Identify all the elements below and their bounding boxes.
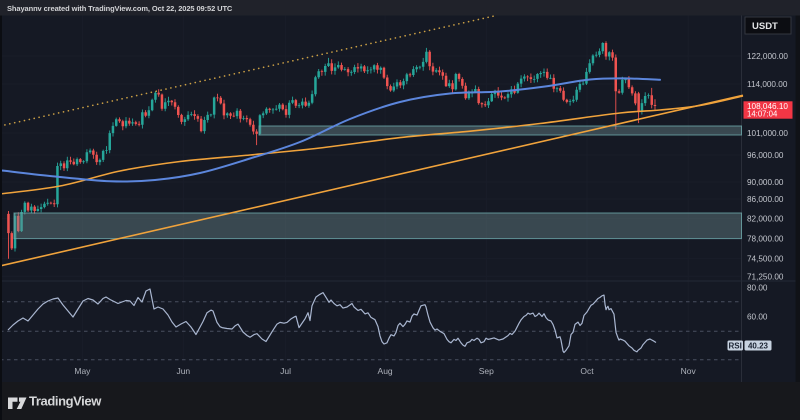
svg-text:Jun: Jun: [176, 366, 190, 376]
svg-text:USDT: USDT: [752, 21, 778, 32]
svg-text:82,000.00: 82,000.00: [747, 215, 784, 224]
svg-text:78,000.00: 78,000.00: [747, 235, 784, 244]
svg-text:May: May: [74, 366, 91, 376]
svg-text:114,000.00: 114,000.00: [747, 80, 788, 89]
svg-text:96,000.00: 96,000.00: [747, 151, 784, 160]
svg-text:Sep: Sep: [479, 366, 494, 376]
svg-text:101,000.00: 101,000.00: [747, 129, 788, 138]
svg-text:Oct: Oct: [580, 366, 594, 376]
svg-text:40.23: 40.23: [748, 341, 769, 350]
svg-text:14:07:04: 14:07:04: [747, 110, 778, 119]
svg-text:86,000.00: 86,000.00: [747, 195, 784, 204]
svg-text:74,500.00: 74,500.00: [747, 255, 784, 264]
svg-text:Aug: Aug: [378, 366, 393, 376]
svg-text:60.00: 60.00: [747, 313, 768, 322]
svg-text:90,000.00: 90,000.00: [747, 178, 784, 187]
svg-text:Shayannv created with TradingV: Shayannv created with TradingView.com, O…: [7, 4, 233, 13]
svg-text:122,000.00: 122,000.00: [747, 52, 788, 61]
svg-text:TradingView: TradingView: [29, 394, 102, 409]
svg-text:Jul: Jul: [280, 366, 291, 376]
svg-text:RSI: RSI: [729, 341, 742, 350]
svg-text:80.00: 80.00: [747, 284, 768, 293]
svg-text:108,046.10: 108,046.10: [747, 102, 788, 111]
svg-text:71,250.00: 71,250.00: [747, 272, 784, 281]
svg-text:Nov: Nov: [681, 366, 697, 376]
